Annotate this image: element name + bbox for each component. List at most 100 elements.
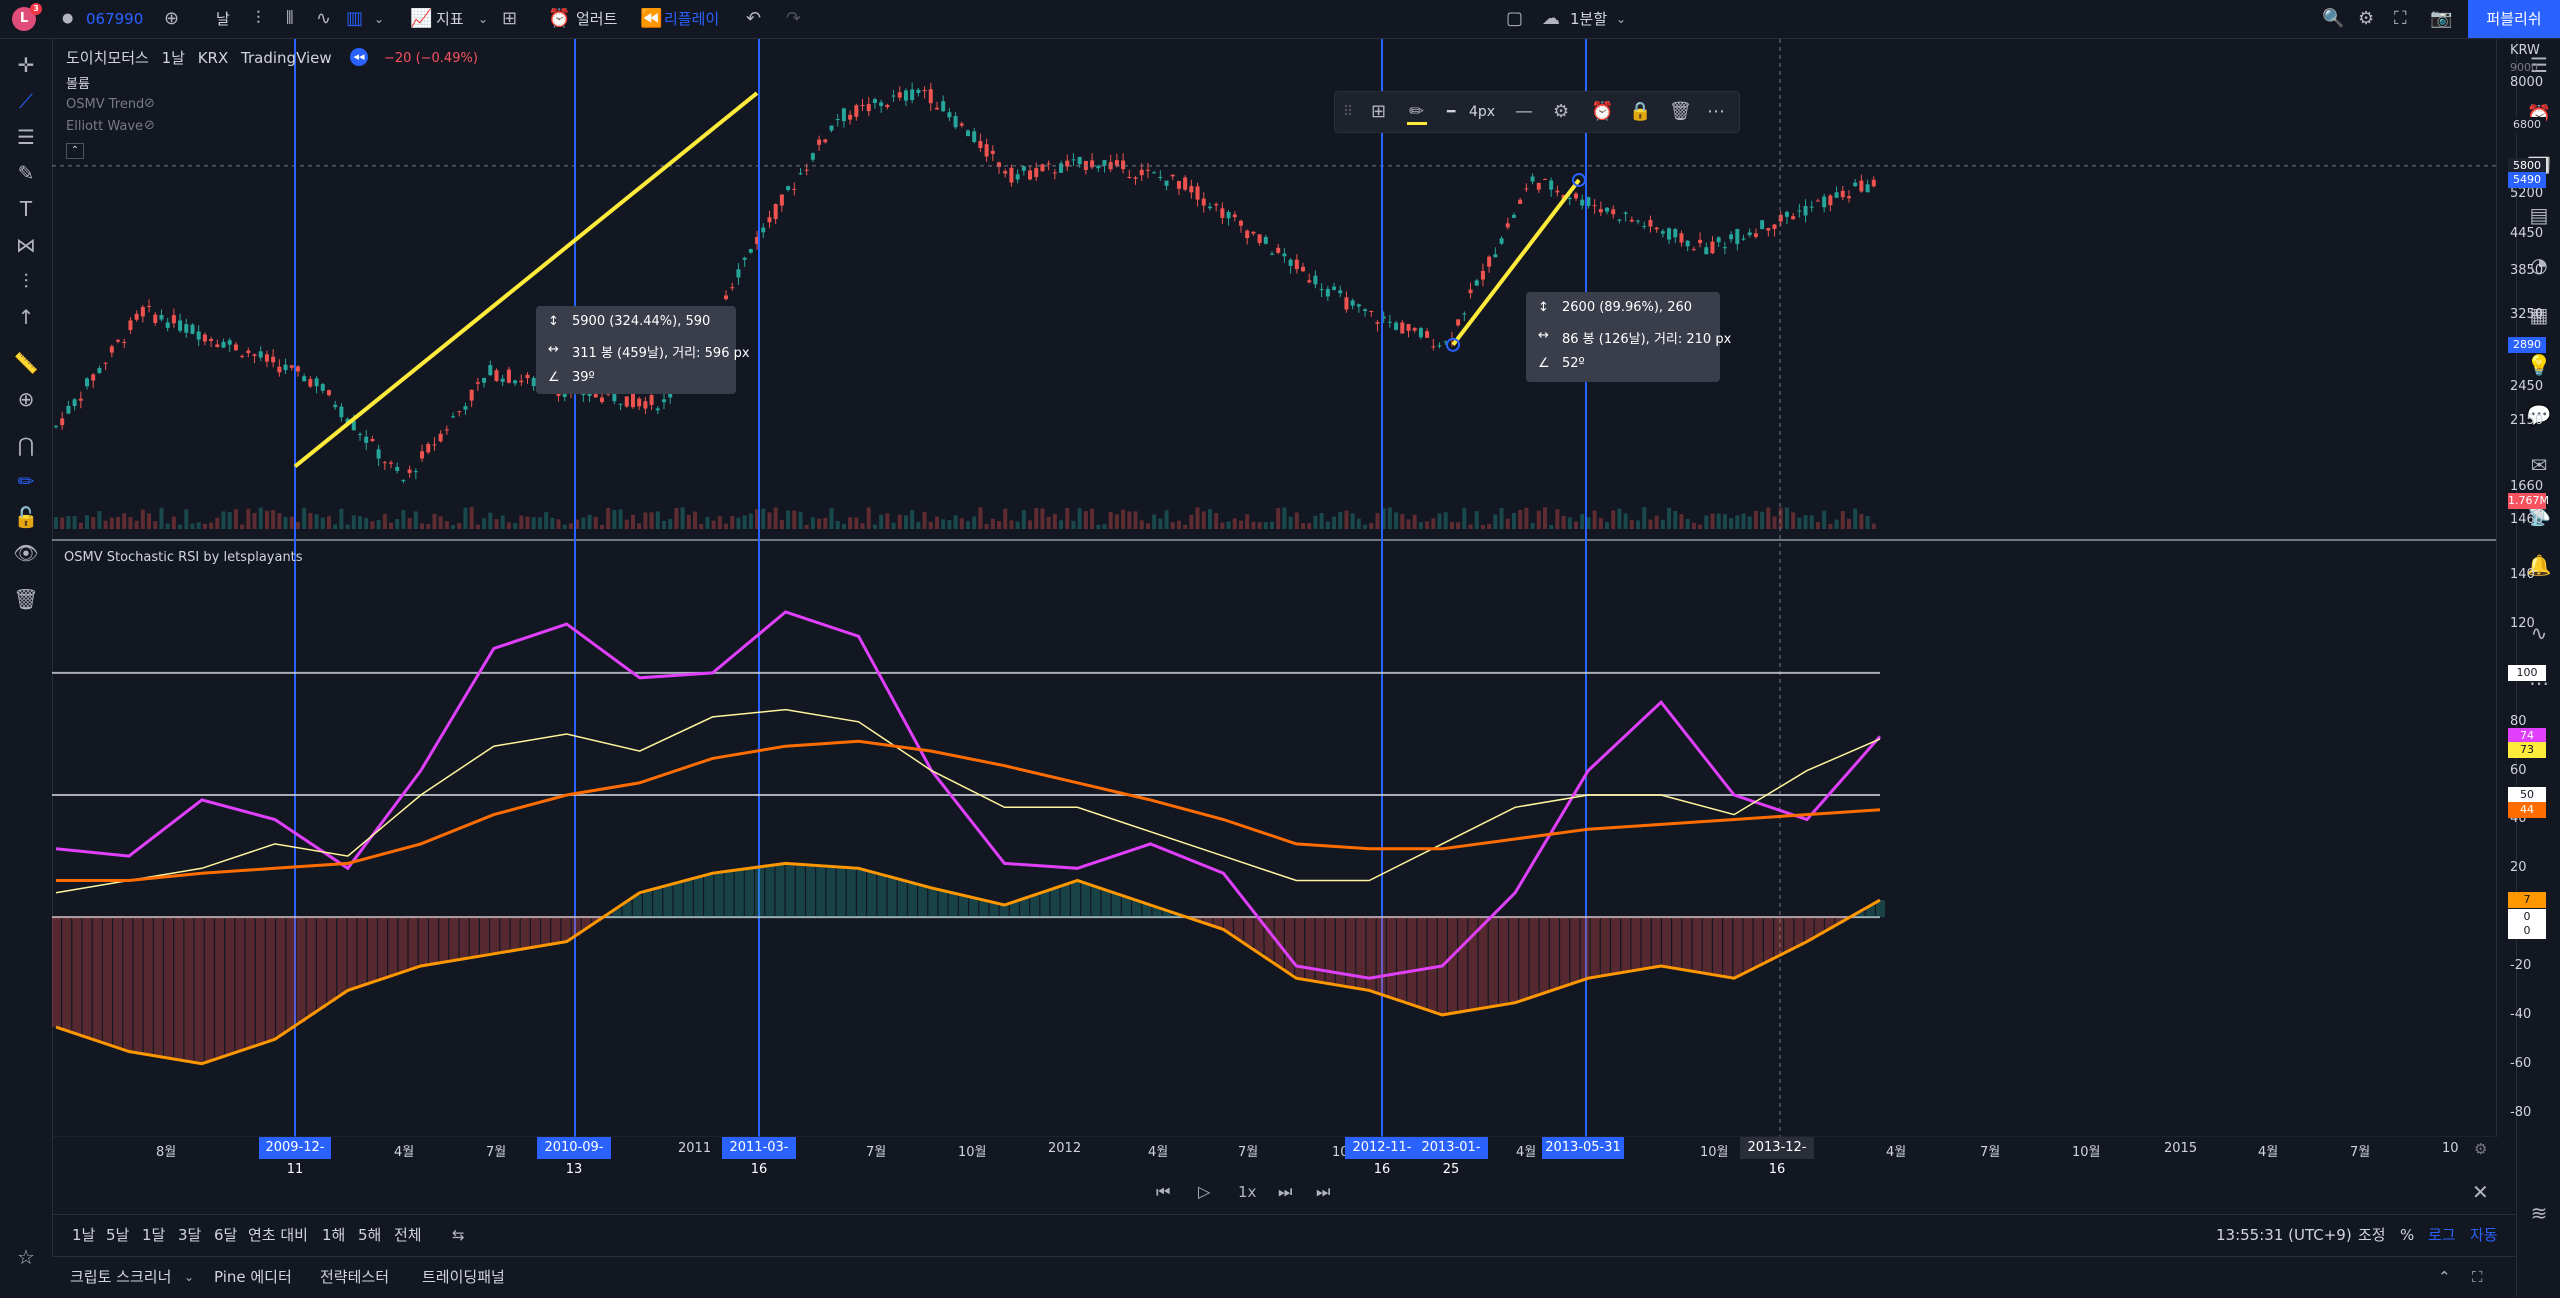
- legend-osmv-trend[interactable]: OSMV Trend: [66, 97, 144, 112]
- tab-pine-editor[interactable]: Pine 에디터: [214, 1257, 292, 1297]
- messages-icon[interactable]: ✉: [2525, 451, 2553, 479]
- play-icon[interactable]: ▷: [1198, 1172, 1210, 1212]
- chevron-up-icon[interactable]: ⌃: [2438, 1257, 2451, 1297]
- compare-symbol-icon[interactable]: ⊕: [164, 0, 179, 38]
- drag-handle-icon[interactable]: ⠿: [1343, 92, 1353, 132]
- jump-end-icon[interactable]: ⏭: [1316, 1172, 1330, 1212]
- chevron-down-icon[interactable]: ⌄: [184, 1257, 194, 1297]
- tab-strategy-tester[interactable]: 전략테스터: [320, 1257, 389, 1297]
- star-icon[interactable]: ☆: [12, 1243, 40, 1271]
- camera-icon[interactable]: 📷: [2430, 0, 2452, 38]
- range-5y[interactable]: 5해: [358, 1215, 381, 1255]
- range-3m[interactable]: 3달: [178, 1215, 201, 1255]
- lock-icon[interactable]: 🔒: [1629, 92, 1651, 132]
- close-icon[interactable]: ✕: [2472, 1172, 2489, 1212]
- percent-toggle[interactable]: %: [2400, 1215, 2414, 1255]
- search-icon[interactable]: 🔍: [2322, 0, 2344, 38]
- magnet-icon[interactable]: ⋂: [12, 431, 40, 459]
- more-icon[interactable]: ⋯: [1707, 92, 1725, 132]
- lock-icon[interactable]: 🔓: [12, 503, 40, 531]
- eye-icon[interactable]: 👁: [12, 539, 40, 567]
- chart-area[interactable]: 도이치모터스 1날 KRX TradingView ◂◂ −20 (−0.49%…: [52, 39, 2516, 1137]
- range-1m[interactable]: 1달: [142, 1215, 165, 1255]
- indicators-icon[interactable]: 📈: [410, 0, 432, 38]
- collapse-legend-icon[interactable]: ⌃: [66, 143, 84, 159]
- undo-icon[interactable]: ↶: [746, 0, 761, 38]
- hidden-eye-icon[interactable]: ⊘: [144, 96, 155, 111]
- range-1d[interactable]: 1날: [72, 1215, 95, 1255]
- hidden-eye-icon[interactable]: ⊘: [144, 118, 155, 133]
- templates-icon[interactable]: ⊞: [502, 0, 517, 38]
- chevron-down-icon[interactable]: ⌄: [478, 0, 488, 38]
- user-avatar[interactable]: L 3: [12, 7, 36, 31]
- symbol-search-button[interactable]: 067990: [86, 0, 143, 38]
- go-to-date-icon[interactable]: ⇆: [452, 1215, 465, 1255]
- auto-toggle[interactable]: 자동: [2470, 1215, 2498, 1255]
- clock-time[interactable]: 13:55:31 (UTC+9): [2216, 1215, 2352, 1255]
- range-ytd[interactable]: 연초 대비: [248, 1215, 308, 1255]
- crosshair-icon[interactable]: ✛: [12, 51, 40, 79]
- tab-trading-panel[interactable]: 트레이딩패널: [422, 1257, 505, 1297]
- layers-icon[interactable]: ≋: [2525, 1199, 2553, 1227]
- line-width-button[interactable]: 4px: [1469, 92, 1495, 132]
- redo-icon[interactable]: ↷: [786, 0, 801, 38]
- replay-icon[interactable]: ⏪: [640, 0, 662, 38]
- tab-screener[interactable]: 크립토 스크리너: [70, 1257, 171, 1297]
- speed-button[interactable]: 1x: [1238, 1172, 1256, 1212]
- layout-button[interactable]: 1분할: [1570, 0, 1607, 38]
- legend-elliott[interactable]: Elliott Wave: [66, 119, 143, 134]
- arrow-up-icon[interactable]: ↑: [12, 303, 40, 331]
- alert-button[interactable]: 얼러트: [576, 0, 617, 38]
- alert-icon[interactable]: ⏰: [548, 0, 570, 38]
- legend-stoch[interactable]: OSMV Stochastic RSI by letsplayants: [64, 550, 303, 565]
- text-icon[interactable]: T: [12, 195, 40, 223]
- legend-volume[interactable]: 볼륨: [66, 73, 90, 92]
- alert-icon[interactable]: ⏰: [1591, 92, 1613, 132]
- fullscreen-toggle-icon[interactable]: ▢: [1506, 0, 1523, 38]
- pencil-color-icon[interactable]: ✏: [1409, 92, 1424, 132]
- settings-icon[interactable]: ⚙: [1553, 92, 1569, 132]
- zoom-icon[interactable]: ⊕: [12, 385, 40, 413]
- fullscreen-icon[interactable]: ⛶: [2394, 0, 2407, 38]
- gear-icon[interactable]: ⚙: [2358, 0, 2374, 38]
- fib-icon[interactable]: ☰: [12, 123, 40, 151]
- chevron-down-icon[interactable]: ⌄: [1616, 0, 1626, 38]
- range-5d[interactable]: 5날: [106, 1215, 129, 1255]
- log-toggle[interactable]: 로그: [2428, 1215, 2456, 1255]
- line-width-icon[interactable]: ━: [1447, 92, 1455, 132]
- trash-icon[interactable]: 🗑: [12, 585, 40, 613]
- pattern-icon[interactable]: ⋈: [12, 231, 40, 259]
- cloud-icon[interactable]: ☁: [1542, 0, 1560, 38]
- templates-icon[interactable]: ⊞: [1371, 92, 1386, 132]
- ideas-icon[interactable]: 💡: [2525, 351, 2553, 379]
- range-6m[interactable]: 6달: [214, 1215, 237, 1255]
- brush-icon[interactable]: ✎: [12, 159, 40, 187]
- indicators-button[interactable]: 지표: [436, 0, 464, 38]
- prediction-icon[interactable]: ⫶: [12, 267, 40, 295]
- replay-marker-icon[interactable]: ◂◂: [350, 48, 368, 66]
- maximize-icon[interactable]: ⛶: [2472, 1257, 2483, 1297]
- range-all[interactable]: 전체: [394, 1215, 422, 1255]
- step-forward-icon[interactable]: ⏭: [1278, 1172, 1292, 1212]
- line-style-icon[interactable]: ∿: [316, 0, 331, 38]
- chart-canvas[interactable]: [52, 39, 2516, 1137]
- currency-label[interactable]: KRW: [2510, 43, 2540, 58]
- data-window-icon[interactable]: ▤: [2525, 201, 2553, 229]
- stay-in-drawing-icon[interactable]: ✏: [12, 467, 40, 495]
- publish-button[interactable]: 퍼블리쉬: [2468, 0, 2560, 38]
- line-style-icon[interactable]: —: [1515, 92, 1533, 132]
- legend-symbol[interactable]: 도이치모터스 1날 KRX TradingView: [66, 47, 332, 68]
- range-1y[interactable]: 1해: [322, 1215, 345, 1255]
- chart-type-icon[interactable]: ▥: [346, 0, 363, 38]
- interval-button[interactable]: 날: [216, 0, 230, 38]
- replay-button[interactable]: 리플레이: [664, 0, 719, 38]
- axis-settings-icon[interactable]: ⚙: [2474, 1140, 2487, 1158]
- bar-style-icon[interactable]: ⫶: [256, 0, 261, 38]
- trendline-icon[interactable]: ⟋: [12, 87, 40, 115]
- adjust-toggle[interactable]: 조정: [2358, 1215, 2386, 1255]
- chevron-down-icon[interactable]: ⌄: [374, 0, 384, 38]
- ruler-icon[interactable]: 📏: [12, 349, 40, 377]
- jump-start-icon[interactable]: ⏮: [1156, 1172, 1170, 1212]
- trash-icon[interactable]: 🗑: [1669, 92, 1692, 132]
- candle-style-icon[interactable]: ⫴: [286, 0, 294, 38]
